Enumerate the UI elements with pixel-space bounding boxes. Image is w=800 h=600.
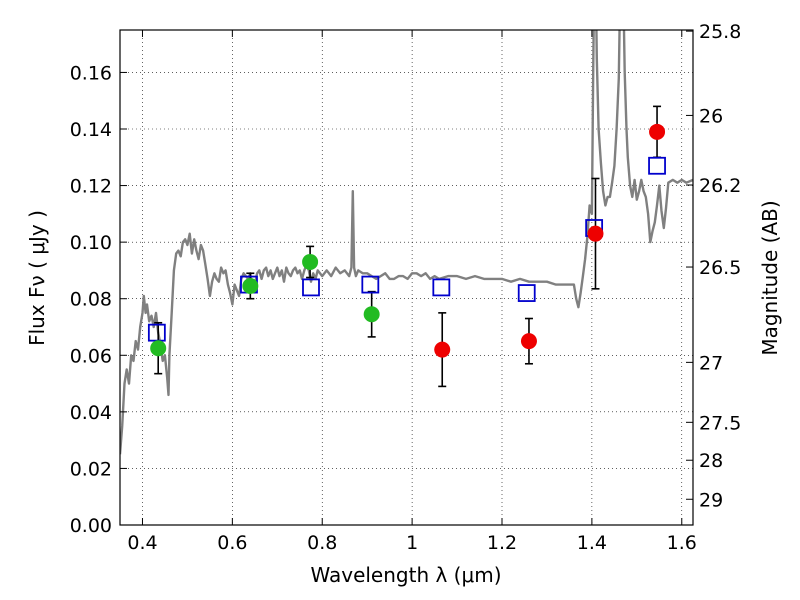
y2-tick-label: 26.5 [699, 257, 741, 279]
y-tick-label: 0.02 [70, 458, 112, 480]
y2-tick-label: 28 [699, 450, 723, 472]
data-point [434, 341, 451, 358]
y-tick-label: 0.04 [70, 402, 112, 424]
y-tick-label: 0.16 [70, 62, 112, 84]
model-square-point [302, 278, 320, 297]
x-tick-label: 1 [406, 532, 418, 554]
y2-tick-label: 26 [699, 105, 723, 127]
x-tick-label: 1.6 [667, 532, 697, 554]
y-axis-label: Flux Fν ( μJy ) [25, 210, 49, 346]
x-tick-label: 0.8 [307, 532, 337, 554]
y-tick-label: 0.00 [70, 515, 112, 537]
model-square-point [432, 278, 451, 297]
y2-tick-label: 25.8 [699, 21, 741, 43]
y-tick-label: 0.08 [70, 289, 112, 311]
axis-ticks: 0.4 0.6 0.8 1 1.2 1.4 1.6 0.00 0.02 0.04 0.06 0.08 0… [70, 21, 742, 554]
x-tick-label: 0.6 [217, 532, 247, 554]
y2-tick-label: 27.5 [699, 412, 741, 434]
y2-axis-label: Magnitude (AB) [758, 200, 782, 355]
data-point [242, 277, 259, 294]
y2-tick-label: 27 [699, 352, 723, 374]
plot-area [120, 30, 693, 455]
spectrum-line [120, 30, 693, 455]
y-tick-label: 0.06 [70, 345, 112, 367]
y-tick-label: 0.14 [70, 119, 112, 141]
data-point [150, 340, 167, 357]
x-axis-label: Wavelength λ (μm) [310, 563, 501, 587]
x-tick-label: 1.2 [487, 532, 517, 554]
x-tick-label: 1.4 [577, 532, 607, 554]
model-square-point [648, 156, 666, 175]
data-point [587, 225, 604, 242]
y2-tick-label: 26.2 [699, 175, 741, 197]
plot-frame [119, 29, 694, 526]
y2-tick-label: 29 [699, 489, 723, 511]
model-square-point [361, 275, 380, 294]
grid [120, 30, 693, 526]
data-point [302, 253, 319, 270]
data-point [363, 306, 380, 323]
data-point [520, 333, 537, 350]
y-tick-label: 0.10 [70, 232, 112, 254]
y-tick-label: 0.12 [70, 176, 112, 198]
x-tick-label: 0.4 [127, 532, 157, 554]
model-square-point [517, 284, 536, 302]
data-point [649, 123, 666, 140]
